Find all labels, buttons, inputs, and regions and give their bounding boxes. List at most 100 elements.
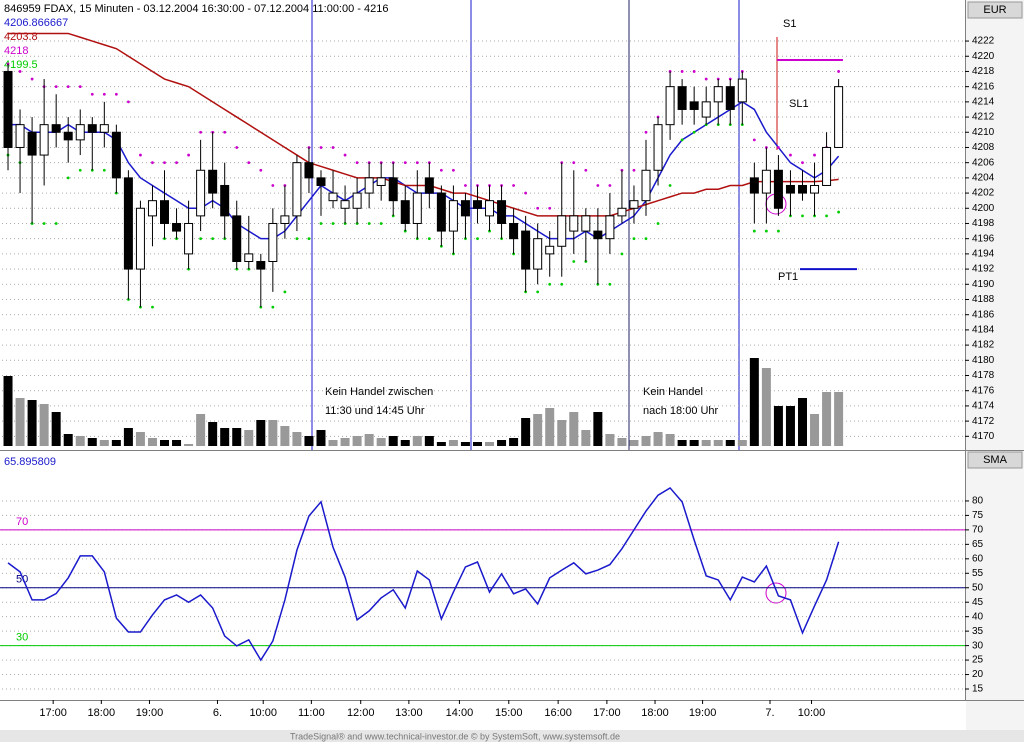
candle-body [629, 200, 639, 209]
x-tick-label: 17:00 [593, 707, 621, 719]
indicator-dot [139, 153, 142, 157]
indicator-dot [199, 130, 203, 134]
candle-body [256, 260, 266, 270]
volume-bar [773, 406, 783, 446]
volume-bar [184, 444, 194, 446]
volume-bar [400, 440, 410, 446]
indicator-dot [680, 138, 684, 142]
candle-body [208, 169, 218, 194]
legend-entry: 65.895809 [4, 456, 56, 468]
volume-bar [39, 404, 49, 446]
candle-body [172, 222, 182, 232]
candle-body [280, 215, 290, 224]
x-tick-label: 17:00 [39, 707, 67, 719]
volume-bar [340, 438, 350, 446]
indicator-dot [752, 138, 756, 142]
indicator-dot [476, 237, 479, 241]
indicator-dot [704, 77, 708, 81]
marker-label: SL1 [789, 98, 809, 110]
candle-body [99, 124, 109, 133]
y-tick-label: 4176 [972, 385, 995, 396]
candle-body [220, 184, 230, 217]
indicator-dot [295, 237, 299, 241]
volume-bar [641, 436, 651, 446]
indicator-dot [403, 161, 407, 165]
indicator-dot [764, 229, 768, 233]
volume-bar [448, 440, 458, 446]
volume-bar [304, 436, 314, 446]
indicator-dot [343, 153, 347, 157]
candle-body [448, 200, 458, 232]
indicator-dot [427, 237, 431, 241]
volume-bar [665, 434, 675, 446]
candle-body [689, 101, 699, 110]
indicator-dot [548, 206, 552, 210]
volume-bar [785, 406, 795, 446]
volume-bar [27, 400, 37, 446]
y-tick-label: 4196 [972, 233, 995, 244]
indicator-dot [6, 62, 10, 66]
volume-bar [15, 398, 25, 446]
legend-entry: 4199.5 [4, 59, 38, 71]
candle-body [328, 192, 338, 202]
indicator-dot [536, 290, 540, 294]
indicator-dot [331, 222, 335, 225]
indicator-dot [223, 130, 227, 134]
volume-bar [412, 436, 422, 446]
indicator-dot [78, 85, 82, 89]
y-tick-label: 80 [972, 496, 984, 507]
y-tick-label: 4216 [972, 81, 995, 92]
volume-bar [822, 392, 832, 446]
indicator-dot [813, 153, 816, 157]
volume-bar [160, 440, 170, 446]
candle-body [3, 70, 13, 148]
candle-body [617, 207, 627, 217]
volume-bar [472, 442, 482, 446]
candle-body [316, 177, 326, 186]
indicator-dot [656, 222, 660, 225]
indicator-dot [151, 161, 154, 165]
volume-bar [208, 422, 218, 446]
x-tick-label: 19:00 [689, 707, 717, 719]
candle-body [641, 169, 651, 202]
candle-body [27, 131, 37, 156]
indicator-dot [572, 260, 576, 263]
indicator-dot [536, 206, 540, 210]
candle-body [810, 184, 820, 194]
volume-bar [545, 408, 555, 446]
volume-bar [220, 428, 230, 446]
candle-body [497, 200, 507, 224]
legend-entry: 4218 [4, 45, 28, 57]
axis-panel [966, 0, 1024, 742]
indicator-dot [391, 214, 395, 218]
volume-bar [87, 438, 97, 446]
volume-bar [569, 412, 579, 446]
volume-bar [111, 440, 121, 446]
indicator-dot [90, 92, 94, 96]
volume-bar [99, 440, 109, 446]
y-tick-label: 4188 [972, 294, 995, 305]
indicator-dot [668, 184, 672, 187]
indicator-dot [30, 77, 34, 81]
candle-body [725, 86, 735, 110]
candle-body [436, 192, 446, 232]
indicator-dot [572, 161, 576, 165]
candle-body [773, 169, 783, 209]
candle-body [701, 101, 711, 118]
x-tick-label: 19:00 [136, 707, 164, 719]
footer: TradeSignal® and www.technical-investor.… [290, 731, 620, 741]
volume-bar [605, 434, 615, 446]
volume-bar [617, 438, 627, 446]
indicator-dot [777, 146, 780, 149]
x-tick-label: 12:00 [347, 707, 375, 719]
candle-body [292, 162, 302, 217]
indicator-dot [235, 146, 239, 149]
y-tick-label: 4170 [972, 431, 995, 442]
volume-bar [388, 436, 398, 446]
indicator-dot [789, 214, 792, 218]
indicator-dot [78, 168, 82, 172]
indicator-dot [18, 70, 22, 73]
volume-bar [653, 432, 663, 446]
highlight-circle [765, 582, 787, 604]
